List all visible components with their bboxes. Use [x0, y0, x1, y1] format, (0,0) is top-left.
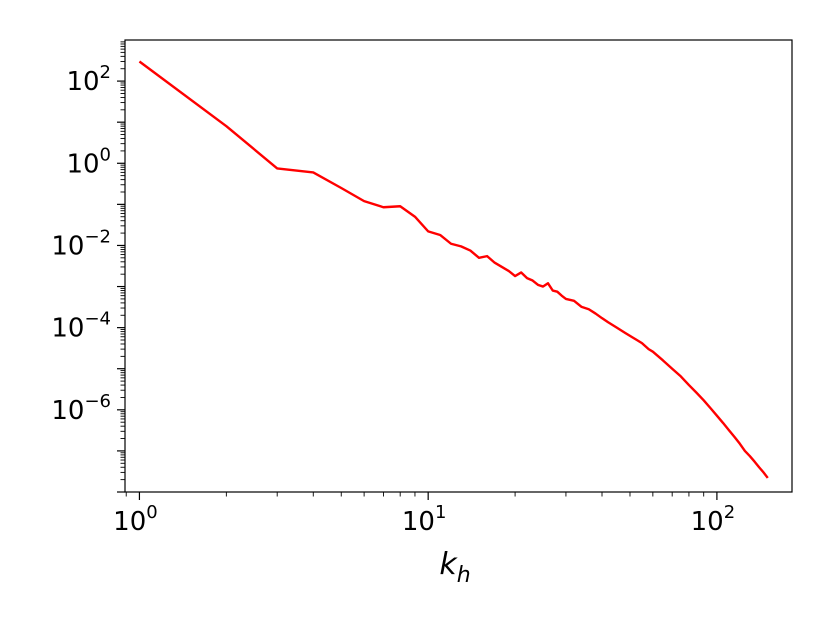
plot-area [124, 39, 793, 493]
y-tick-label: 100 [66, 144, 111, 179]
x-axis-label: kh [439, 547, 470, 588]
x-tick-label: 101 [402, 502, 447, 537]
x-axis-ticks: 100 101 102 [113, 492, 735, 537]
x-tick-label: 100 [113, 502, 158, 537]
y-tick-label: 10−2 [51, 226, 111, 261]
y-tick-label: 10−6 [51, 391, 111, 426]
series-line-0 [138, 60, 769, 479]
plot-frame [124, 39, 793, 493]
y-axis-ticks: 102 100 10−2 10−4 10−6 [51, 41, 125, 493]
y-tick-label: 102 [66, 62, 111, 97]
series-layer [138, 60, 769, 479]
x-tick-label: 102 [691, 502, 736, 537]
y-tick-label: 10−4 [51, 309, 111, 344]
